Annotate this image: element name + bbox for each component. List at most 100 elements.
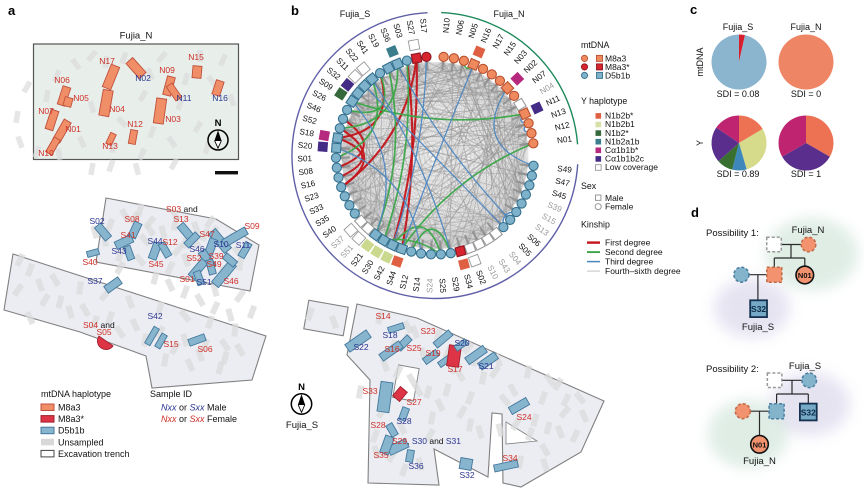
svg-text:S08: S08 bbox=[124, 214, 139, 224]
svg-text:Female: Female bbox=[605, 202, 634, 212]
svg-text:d: d bbox=[691, 205, 699, 220]
svg-text:Low coverage: Low coverage bbox=[605, 162, 658, 172]
svg-text:Excavation trench: Excavation trench bbox=[58, 449, 130, 459]
svg-text:N12: N12 bbox=[127, 119, 143, 129]
svg-text:Possibility 1:: Possibility 1: bbox=[706, 228, 759, 239]
svg-text:Sample ID: Sample ID bbox=[150, 389, 193, 399]
svg-text:Fujia_S: Fujia_S bbox=[789, 361, 821, 372]
svg-text:N01: N01 bbox=[798, 271, 812, 280]
svg-text:S16: S16 bbox=[384, 344, 399, 354]
svg-text:N01: N01 bbox=[557, 134, 573, 145]
svg-text:S34: S34 bbox=[502, 453, 517, 463]
svg-text:Fujia_N: Fujia_N bbox=[743, 456, 776, 467]
svg-text:M8a3: M8a3 bbox=[58, 403, 81, 413]
svg-text:D5b1b: D5b1b bbox=[58, 426, 85, 436]
svg-text:S11: S11 bbox=[236, 240, 251, 250]
svg-text:Y haplotype: Y haplotype bbox=[581, 96, 627, 106]
svg-text:N15: N15 bbox=[188, 52, 204, 62]
svg-text:S02: S02 bbox=[89, 216, 104, 226]
svg-text:S10: S10 bbox=[213, 239, 228, 249]
svg-text:S22: S22 bbox=[353, 342, 368, 352]
svg-text:Y: Y bbox=[695, 140, 705, 146]
svg-text:mtDNA haplotype: mtDNA haplotype bbox=[41, 389, 111, 399]
svg-text:Fujia_N: Fujia_N bbox=[493, 9, 524, 19]
svg-text:S49: S49 bbox=[206, 259, 221, 269]
svg-text:N02: N02 bbox=[135, 73, 151, 83]
svg-text:S52: S52 bbox=[186, 253, 201, 263]
svg-text:S43: S43 bbox=[111, 246, 126, 256]
svg-text:SDI = 0: SDI = 0 bbox=[791, 89, 821, 99]
svg-text:S09: S09 bbox=[244, 221, 259, 231]
svg-text:S17: S17 bbox=[418, 18, 428, 34]
svg-text:N03: N03 bbox=[165, 114, 181, 124]
svg-text:Fujia_S: Fujia_S bbox=[723, 22, 754, 32]
svg-text:S33: S33 bbox=[362, 386, 377, 396]
svg-text:S36: S36 bbox=[408, 461, 423, 471]
svg-text:First degree: First degree bbox=[605, 238, 651, 248]
svg-text:S08: S08 bbox=[298, 166, 314, 177]
svg-text:S06: S06 bbox=[197, 344, 212, 354]
svg-text:S24: S24 bbox=[516, 412, 531, 422]
svg-text:S51: S51 bbox=[196, 277, 211, 287]
svg-text:S37: S37 bbox=[87, 276, 102, 286]
svg-text:Fujia_S: Fujia_S bbox=[286, 420, 318, 431]
svg-text:Fujia_S: Fujia_S bbox=[742, 322, 774, 333]
svg-text:S15: S15 bbox=[163, 339, 178, 349]
svg-text:S01: S01 bbox=[179, 274, 194, 284]
svg-text:S20: S20 bbox=[297, 141, 313, 151]
svg-text:S44: S44 bbox=[147, 236, 162, 246]
svg-text:S14: S14 bbox=[375, 311, 390, 321]
svg-text:N06: N06 bbox=[54, 75, 70, 85]
svg-text:N17: N17 bbox=[99, 56, 115, 66]
svg-text:S18: S18 bbox=[382, 330, 397, 340]
svg-text:mtDNA: mtDNA bbox=[695, 48, 705, 77]
svg-text:SDI = 0.08: SDI = 0.08 bbox=[717, 89, 760, 99]
svg-text:mtDNA: mtDNA bbox=[581, 40, 609, 50]
svg-text:N09: N09 bbox=[159, 65, 175, 75]
svg-text:SDI = 1: SDI = 1 bbox=[791, 169, 821, 179]
svg-text:S23: S23 bbox=[420, 326, 435, 336]
svg-text:N10: N10 bbox=[441, 17, 451, 33]
svg-text:Fujia_N: Fujia_N bbox=[792, 225, 825, 236]
svg-text:S29, S30 and S31: S29, S30 and S31 bbox=[392, 436, 461, 446]
svg-text:S24: S24 bbox=[425, 278, 435, 293]
svg-text:N01: N01 bbox=[753, 441, 767, 450]
svg-text:S41: S41 bbox=[120, 230, 135, 240]
svg-text:Fujia_S: Fujia_S bbox=[340, 9, 371, 19]
svg-text:Fujia_N: Fujia_N bbox=[790, 22, 821, 32]
svg-text:S32: S32 bbox=[751, 304, 766, 314]
svg-text:a: a bbox=[8, 3, 16, 18]
svg-text:N: N bbox=[215, 118, 222, 129]
svg-text:S46: S46 bbox=[223, 276, 238, 286]
svg-text:S21: S21 bbox=[478, 361, 493, 371]
svg-text:M8a3*: M8a3* bbox=[58, 414, 85, 424]
svg-text:N10: N10 bbox=[38, 148, 54, 158]
svg-text:Sex: Sex bbox=[581, 181, 597, 191]
svg-text:S32: S32 bbox=[459, 470, 474, 480]
svg-text:S13: S13 bbox=[173, 214, 188, 224]
svg-text:S03 and: S03 and bbox=[166, 204, 198, 214]
svg-text:S45: S45 bbox=[148, 259, 163, 269]
svg-text:N11: N11 bbox=[177, 93, 192, 103]
svg-text:S32: S32 bbox=[801, 408, 816, 418]
svg-text:S19: S19 bbox=[425, 348, 440, 358]
svg-text:S40: S40 bbox=[82, 257, 97, 267]
svg-text:Kinship: Kinship bbox=[581, 220, 610, 230]
svg-text:SDI = 0.89: SDI = 0.89 bbox=[717, 169, 760, 179]
svg-text:S25: S25 bbox=[438, 278, 448, 294]
svg-text:S04 and: S04 and bbox=[83, 320, 115, 330]
svg-text:S47: S47 bbox=[199, 229, 214, 239]
svg-text:S27: S27 bbox=[406, 397, 421, 407]
svg-text:S25: S25 bbox=[406, 343, 421, 353]
svg-text:D5b1b: D5b1b bbox=[605, 70, 630, 80]
svg-text:Second degree: Second degree bbox=[605, 247, 663, 257]
svg-text:N: N bbox=[298, 382, 305, 393]
svg-text:N13: N13 bbox=[102, 141, 118, 151]
svg-text:Possibility 2:: Possibility 2: bbox=[706, 364, 759, 375]
svg-text:N01: N01 bbox=[65, 124, 81, 134]
svg-text:N04: N04 bbox=[109, 104, 125, 114]
svg-text:S20: S20 bbox=[454, 338, 469, 348]
svg-text:N07: N07 bbox=[38, 106, 54, 116]
svg-text:Fourth–sixth degree: Fourth–sixth degree bbox=[605, 266, 681, 276]
svg-text:S35: S35 bbox=[373, 450, 388, 460]
